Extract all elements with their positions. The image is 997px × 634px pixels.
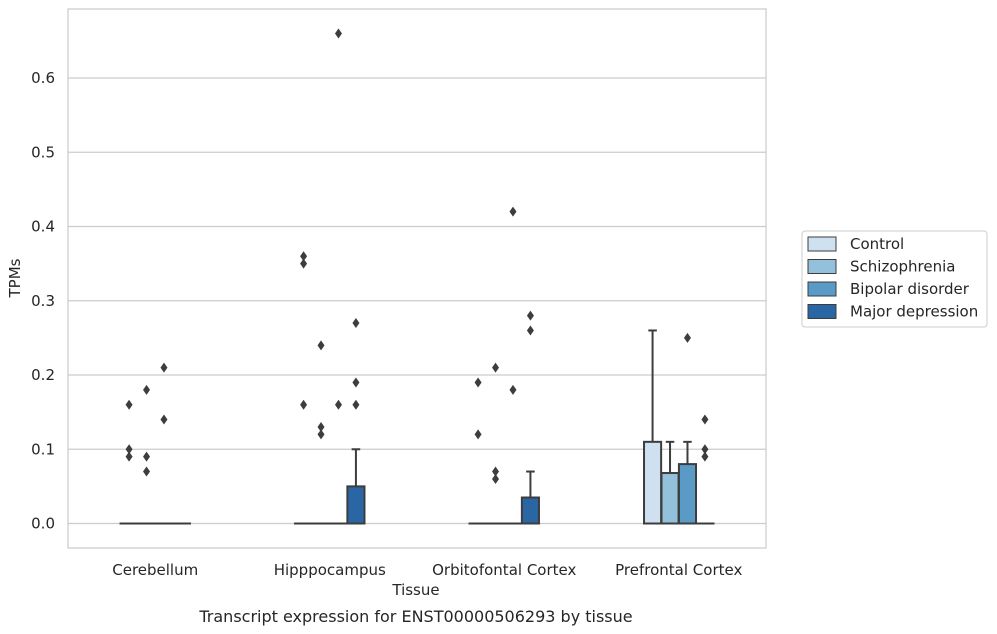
box-schizophrenia: [660, 440, 680, 525]
chart-caption: Transcript expression for ENST0000050629…: [198, 607, 632, 626]
outlier-point: [352, 399, 360, 410]
box-iqr: [643, 440, 663, 525]
x-tick-label: Orbitofontal Cortex: [432, 561, 576, 579]
outlier-markers: [125, 28, 709, 484]
outlier-point: [683, 332, 691, 343]
outlier-point: [492, 466, 500, 477]
outlier-point: [701, 451, 709, 462]
outlier-point: [492, 473, 500, 484]
outlier-point: [160, 362, 168, 373]
box-iqr: [520, 496, 540, 525]
outlier-point: [300, 399, 308, 410]
outlier-point: [317, 429, 325, 440]
legend-swatch: [807, 304, 837, 319]
box-major-depression: [346, 448, 366, 525]
legend-swatch: [807, 281, 837, 297]
outlier-point: [701, 444, 709, 455]
outlier-point: [526, 325, 534, 336]
outlier-point: [160, 414, 168, 425]
legend-label: Bipolar disorder: [850, 280, 970, 298]
y-tick-label: 0.1: [31, 440, 55, 458]
y-tick-labels: 0.0 0.1 0.2 0.3 0.4 0.5 0.6: [31, 69, 55, 532]
outlier-point: [143, 384, 151, 395]
outlier-point: [352, 318, 360, 329]
outlier-point: [474, 377, 482, 388]
x-tick-labels: Cerebellum Hipppocampus Orbitofontal Corte…: [112, 561, 742, 579]
box-control: [643, 329, 663, 525]
box-iqr: [677, 463, 698, 525]
boxplot-series: [119, 329, 715, 525]
x-axis-label: Tissue: [391, 581, 439, 599]
plot-frame: [67, 8, 767, 549]
outlier-point: [701, 414, 709, 425]
box-bipolar-disorder: [677, 440, 698, 525]
outlier-point: [143, 466, 151, 477]
outlier-point: [334, 28, 342, 39]
legend-swatch: [807, 236, 837, 252]
x-tick-label: Hipppocampus: [274, 561, 386, 579]
outlier-point: [474, 429, 482, 440]
outlier-point: [125, 444, 133, 455]
x-tick-label: Prefrontal Cortex: [615, 561, 742, 579]
outlier-point: [300, 258, 308, 269]
x-tick-label: Cerebellum: [112, 561, 198, 579]
outlier-point: [492, 362, 500, 373]
outlier-point: [125, 399, 133, 410]
outlier-point: [317, 340, 325, 351]
outlier-point: [143, 451, 151, 462]
outlier-point: [509, 384, 517, 395]
outlier-point: [300, 251, 308, 262]
legend: Control Schizophrenia Bipolar disorder Majo…: [801, 230, 988, 328]
y-tick-label: 0.4: [31, 218, 55, 236]
y-tick-label: 0.2: [31, 366, 55, 384]
y-tick-label: 0.5: [31, 143, 55, 161]
gridlines: [68, 77, 766, 525]
box-major-depression: [520, 470, 540, 525]
outlier-point: [526, 310, 534, 321]
y-tick-label: 0.0: [31, 515, 55, 533]
outlier-point: [509, 206, 517, 217]
y-tick-label: 0.6: [31, 69, 55, 87]
legend-label: Schizophrenia: [850, 258, 955, 276]
box-iqr: [660, 472, 680, 525]
y-axis-label: TPMs: [6, 258, 24, 298]
y-tick-label: 0.3: [31, 292, 55, 310]
legend-swatch: [807, 259, 837, 274]
outlier-point: [352, 377, 360, 388]
legend-label: Control: [850, 235, 904, 253]
legend-frame: [801, 230, 988, 328]
outlier-point: [125, 451, 133, 462]
box-iqr: [346, 485, 366, 525]
outlier-point: [334, 399, 342, 410]
legend-label: Major depression: [850, 303, 978, 321]
outlier-point: [317, 421, 325, 432]
